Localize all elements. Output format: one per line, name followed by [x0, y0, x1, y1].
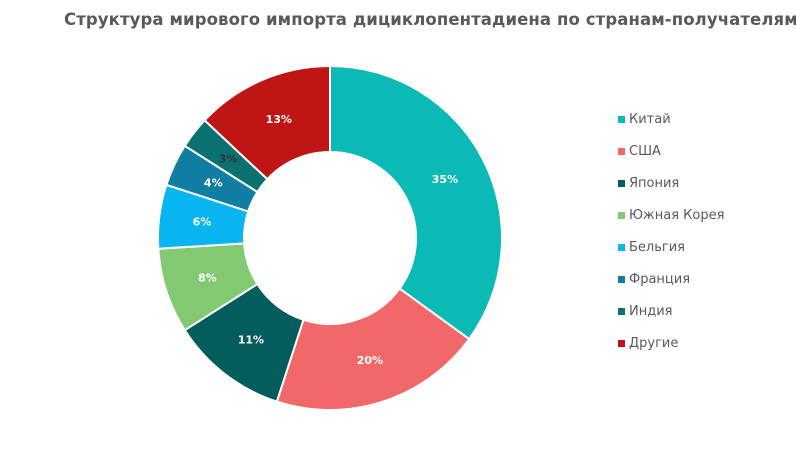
slice-1: [329, 64, 503, 341]
slice-label-6: 4%: [204, 177, 223, 190]
legend-swatch: [618, 307, 625, 315]
legend-swatch: [618, 339, 625, 347]
slice-8: [203, 64, 331, 181]
legend-item-4: Южная Корея: [618, 199, 724, 231]
slice-label-1: 35%: [432, 173, 458, 186]
legend-label: Китай: [629, 111, 671, 127]
legend-label: Франция: [629, 271, 691, 287]
legend-swatch: [618, 211, 625, 219]
legend-swatch: [618, 243, 625, 251]
legend-item-2: США: [618, 135, 724, 167]
legend-label: Бельгия: [629, 239, 685, 255]
legend-swatch: [618, 115, 625, 123]
slice-label-7: 3%: [219, 152, 238, 165]
legend-swatch: [618, 147, 625, 155]
legend-item-1: Китай: [618, 103, 724, 135]
legend-label: Другие: [629, 335, 679, 351]
legend-label: США: [629, 143, 661, 159]
slice-2: [275, 287, 471, 411]
slice-label-2: 20%: [357, 354, 383, 367]
legend-label: Южная Корея: [629, 207, 725, 223]
legend-item-5: Бельгия: [618, 231, 724, 263]
legend-swatch: [618, 275, 625, 283]
chart-legend: Китай США Япония Южная Корея Бельгия Франция И…: [618, 103, 724, 359]
legend-label: Япония: [629, 175, 680, 191]
legend-item-3: Япония: [618, 167, 724, 199]
slice-label-4: 8%: [198, 271, 217, 284]
legend-item-7: Индия: [618, 295, 724, 327]
legend-item-8: Другие: [618, 327, 724, 359]
legend-swatch: [618, 179, 625, 187]
slice-label-3: 11%: [238, 333, 264, 346]
chart-title: Структура мирового импорта дициклопентад…: [64, 10, 796, 29]
legend-label: Индия: [629, 303, 673, 319]
slice-label-8: 13%: [266, 113, 292, 126]
legend-item-6: Франция: [618, 263, 724, 295]
slice-label-5: 6%: [193, 215, 212, 228]
